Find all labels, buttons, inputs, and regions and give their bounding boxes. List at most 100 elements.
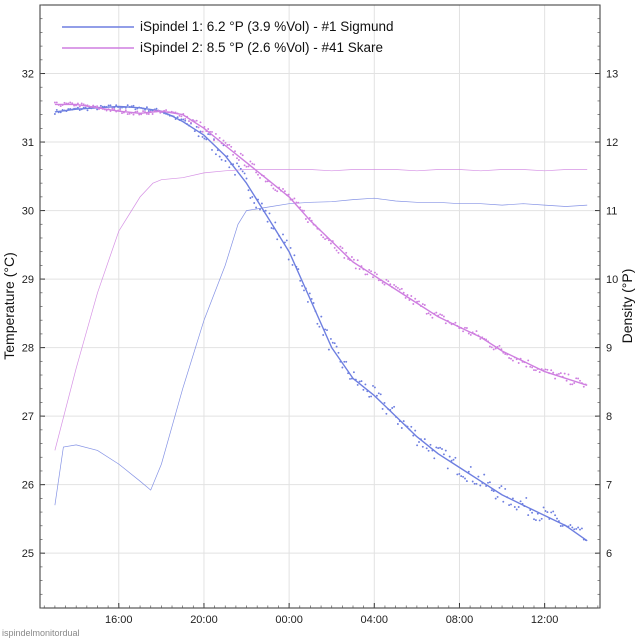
- temperature-point: [525, 365, 528, 368]
- temperature-point: [318, 325, 321, 328]
- temperature-point: [297, 201, 300, 204]
- temperature-point: [337, 251, 340, 254]
- temperature-point: [205, 138, 208, 141]
- series-1-temperature-points: [53, 104, 587, 541]
- temperature-point: [368, 395, 371, 398]
- temperature-point: [76, 102, 79, 105]
- x-tick-label-4: 08:00: [446, 614, 474, 626]
- legend: iSpindel 1: 6.2 °P (3.9 %Vol) - #1 Sigmu…: [62, 19, 394, 55]
- temperature-point: [73, 104, 76, 107]
- temperature-point: [232, 153, 235, 156]
- temperature-point: [285, 239, 288, 242]
- temperature-point: [214, 153, 217, 156]
- temperature-point: [145, 112, 148, 115]
- temperature-point: [270, 184, 273, 187]
- temperature-point: [517, 362, 520, 364]
- temperature-point: [575, 527, 578, 530]
- temperature-point: [467, 332, 470, 335]
- temperature-point: [220, 158, 223, 161]
- temperature-point: [550, 511, 553, 514]
- right-tick-label-6: 12: [606, 137, 618, 149]
- temperature-point: [400, 287, 403, 290]
- temperature-point: [237, 159, 240, 161]
- temperature-point: [86, 109, 89, 112]
- temperature-point: [571, 383, 574, 386]
- temperature-point: [402, 291, 405, 294]
- right-axis-title: Density (°P): [619, 269, 635, 344]
- temperature-point: [180, 115, 183, 118]
- temperature-point: [571, 526, 574, 529]
- temperature-point: [373, 386, 376, 389]
- temperature-point: [400, 427, 403, 429]
- temperature-point: [538, 519, 541, 522]
- temperature-point: [333, 246, 336, 249]
- temperature-point: [366, 273, 369, 276]
- temperature-point: [264, 180, 267, 183]
- temperature-point: [115, 104, 118, 107]
- temperature-point: [211, 130, 213, 133]
- temperature-point: [504, 353, 507, 355]
- temperature-point: [274, 221, 277, 224]
- temperature-point: [341, 247, 344, 250]
- temperature-point: [92, 104, 95, 107]
- left-tick-label-2: 27: [22, 411, 34, 423]
- temperature-point: [427, 449, 430, 452]
- temperature-point: [431, 316, 434, 319]
- temperature-point: [381, 407, 384, 410]
- temperature-point: [393, 283, 396, 286]
- temperature-point: [236, 162, 238, 165]
- temperature-point: [569, 383, 572, 386]
- temperature-point: [280, 246, 282, 249]
- temperature-point: [331, 341, 334, 344]
- temperature-point: [383, 401, 386, 404]
- temperature-point: [492, 348, 495, 351]
- temperature-point: [559, 372, 562, 375]
- temperature-point: [293, 254, 296, 257]
- temperature-point: [511, 497, 514, 500]
- temperature-point: [71, 102, 74, 105]
- temperature-point: [540, 517, 543, 520]
- temperature-point: [352, 371, 355, 374]
- temperature-point: [226, 155, 229, 158]
- temperature-point: [224, 160, 227, 162]
- temperature-point: [573, 382, 576, 384]
- temperature-point: [295, 201, 298, 204]
- right-tick-label-0: 6: [606, 548, 612, 560]
- temperature-point: [393, 405, 396, 408]
- temperature-point: [96, 108, 99, 111]
- temperature-point: [582, 385, 585, 388]
- temperature-point: [575, 377, 578, 380]
- temperature-point: [251, 195, 254, 198]
- temperature-point: [124, 109, 127, 112]
- right-axis: 6 7 8 9 10 11 12 13: [595, 4, 618, 609]
- right-tick-label-4: 10: [606, 274, 618, 286]
- legend-label-series-1: iSpindel 1: 6.2 °P (3.9 %Vol) - #1 Sigmu…: [140, 19, 394, 34]
- temperature-point: [195, 119, 198, 122]
- temperature-point: [429, 313, 432, 316]
- temperature-point: [389, 283, 392, 286]
- temperature-point: [207, 133, 210, 136]
- temperature-point: [490, 346, 493, 349]
- temperature-point: [259, 176, 261, 179]
- temperature-point: [310, 297, 313, 300]
- temperature-point: [362, 388, 365, 391]
- temperature-point: [435, 311, 438, 314]
- temperature-point: [301, 284, 304, 287]
- temperature-point: [234, 150, 236, 153]
- temperature-point: [249, 197, 252, 199]
- temperature-point: [349, 377, 351, 380]
- temperature-point: [375, 394, 378, 397]
- temperature-point: [224, 141, 227, 144]
- temperature-point: [259, 208, 261, 211]
- temperature-point: [303, 289, 305, 292]
- temperature-point: [444, 322, 447, 325]
- temperature-point: [561, 524, 564, 527]
- temperature-point: [329, 337, 332, 340]
- temperature-point: [303, 209, 305, 212]
- temperature-point: [381, 281, 384, 284]
- temperature-point: [237, 165, 240, 168]
- temperature-point: [197, 126, 200, 129]
- temperature-point: [119, 108, 122, 111]
- series-layer: [53, 101, 588, 542]
- temperature-point: [126, 113, 129, 116]
